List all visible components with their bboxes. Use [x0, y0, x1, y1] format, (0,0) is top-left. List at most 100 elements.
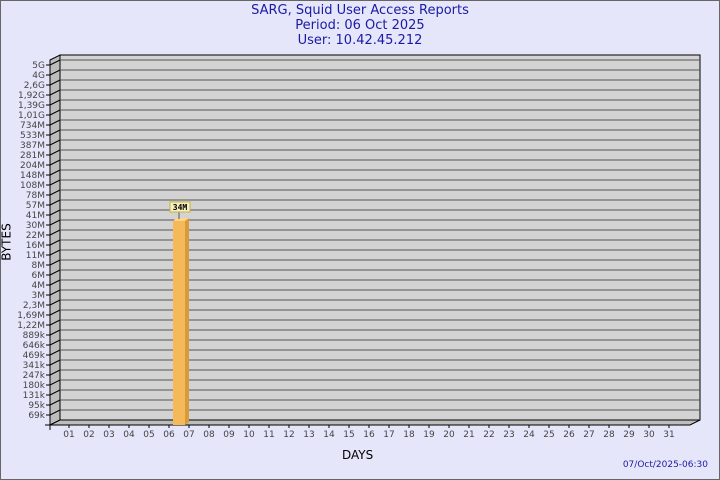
bar-top — [173, 217, 189, 221]
y-tick-label: 57M — [26, 201, 45, 211]
plot-floor — [49, 419, 701, 426]
y-tick-label: 889k — [23, 331, 46, 341]
y-depth-tick — [49, 319, 61, 326]
y-depth-tick — [49, 99, 61, 106]
y-tick-label: 204M — [20, 161, 45, 171]
y-tick-label: 1,39G — [18, 101, 45, 111]
y-depth-tick — [49, 249, 61, 256]
generated-timestamp: 07/Oct/2025-06:30 — [622, 460, 708, 470]
y-depth-tick — [49, 129, 61, 136]
x-tick-label: 18 — [403, 430, 415, 440]
y-tick-label: 281M — [20, 151, 45, 161]
x-tick-label: 30 — [643, 430, 655, 440]
y-tick-label: 180k — [23, 381, 46, 391]
y-tick-label: 22M — [26, 231, 45, 241]
y-tick-label: 533M — [20, 131, 45, 141]
y-tick-label: 1,69M — [17, 311, 45, 321]
x-tick-label: 25 — [543, 430, 554, 440]
y-axis-label: BYTES — [0, 223, 14, 261]
y-depth-tick — [49, 119, 61, 126]
y-depth-tick — [49, 159, 61, 166]
y-depth-tick — [49, 149, 61, 156]
y-depth-tick — [49, 199, 61, 206]
y-depth-tick — [49, 299, 61, 306]
y-depth-tick — [49, 289, 61, 296]
y-depth-tick — [49, 59, 61, 66]
y-tick-label: 387M — [20, 141, 45, 151]
y-tick-label: 41M — [26, 211, 45, 221]
y-depth-tick — [49, 349, 61, 356]
y-depth-tick — [49, 139, 61, 146]
y-tick-label: 6M — [32, 271, 46, 281]
x-tick-label: 07 — [183, 430, 194, 440]
y-tick-label: 8M — [32, 261, 46, 271]
x-tick-label: 17 — [383, 430, 394, 440]
y-depth-tick — [49, 399, 61, 406]
y-tick-label: 341k — [23, 361, 46, 371]
y-depth-tick — [49, 219, 61, 226]
x-tick-label: 31 — [663, 430, 674, 440]
x-tick-label: 09 — [223, 430, 235, 440]
x-tick-label: 16 — [363, 430, 375, 440]
x-tick-label: 21 — [463, 430, 474, 440]
y-tick-label: 78M — [26, 191, 45, 201]
y-depth-tick — [49, 79, 61, 86]
chart-title: SARG, Squid User Access Reports — [251, 3, 469, 18]
x-axis-label: DAYS — [342, 448, 374, 462]
bar-value-label: 34M — [173, 203, 188, 212]
y-depth-tick — [49, 229, 61, 236]
chart-user: User: 10.42.45.212 — [297, 33, 423, 48]
y-depth-tick — [49, 169, 61, 176]
x-tick-label: 02 — [83, 430, 94, 440]
y-tick-label: 69k — [28, 411, 45, 421]
y-tick-label: 148M — [20, 171, 45, 181]
x-tick-label: 01 — [63, 430, 74, 440]
y-depth-tick — [49, 409, 61, 416]
y-depth-tick — [49, 329, 61, 336]
bar — [173, 220, 185, 425]
y-tick-label: 2,3M — [23, 301, 45, 311]
x-tick-label: 10 — [243, 430, 255, 440]
y-tick-label: 16M — [26, 241, 45, 251]
y-tick-label: 646k — [23, 341, 46, 351]
y-depth-tick — [49, 179, 61, 186]
y-tick-label: 1,92G — [18, 91, 45, 101]
x-tick-label: 27 — [583, 430, 594, 440]
y-tick-label: 247k — [23, 371, 46, 381]
x-tick-label: 26 — [563, 430, 575, 440]
x-tick-label: 19 — [423, 430, 435, 440]
y-tick-label: 11M — [26, 251, 45, 261]
y-depth-tick — [49, 309, 61, 316]
y-depth-tick — [49, 269, 61, 276]
x-tick-label: 28 — [603, 430, 615, 440]
y-tick-label: 4M — [32, 281, 46, 291]
y-depth-tick — [49, 279, 61, 286]
x-tick-label: 08 — [203, 430, 215, 440]
y-depth-tick — [49, 259, 61, 266]
x-tick-label: 05 — [143, 430, 154, 440]
y-depth-tick — [49, 189, 61, 196]
y-tick-label: 2,6G — [24, 81, 45, 91]
y-depth-tick — [49, 379, 61, 386]
y-tick-label: 469k — [23, 351, 46, 361]
y-depth-tick — [49, 209, 61, 216]
y-depth-tick — [49, 339, 61, 346]
y-tick-label: 5G — [32, 61, 45, 71]
x-tick-label: 11 — [263, 430, 274, 440]
x-tick-label: 12 — [283, 430, 294, 440]
x-tick-label: 15 — [343, 430, 354, 440]
y-depth-tick — [49, 369, 61, 376]
x-tick-label: 24 — [523, 430, 535, 440]
y-tick-label: 1,01G — [18, 111, 45, 121]
x-tick-label: 04 — [123, 430, 135, 440]
y-depth-tick — [49, 239, 61, 246]
bar-side — [185, 217, 189, 425]
y-tick-label: 108M — [20, 181, 45, 191]
y-tick-label: 4G — [32, 71, 45, 81]
chart-period: Period: 06 Oct 2025 — [295, 18, 425, 33]
x-tick-label: 22 — [483, 430, 494, 440]
x-tick-label: 06 — [163, 430, 175, 440]
x-tick-label: 29 — [623, 430, 635, 440]
y-tick-label: 734M — [20, 121, 45, 131]
